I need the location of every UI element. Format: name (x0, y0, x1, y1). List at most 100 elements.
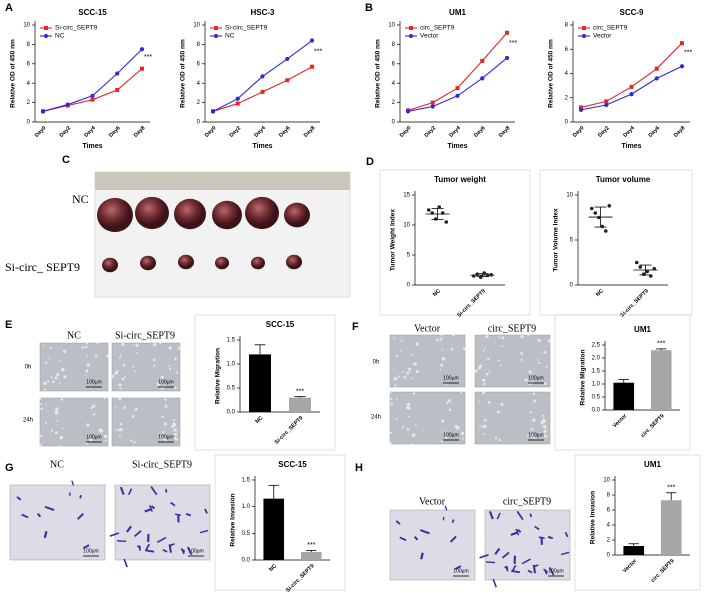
cell (532, 392, 536, 395)
y-tick-label: 4 (197, 81, 201, 87)
point (607, 204, 612, 208)
legend-label: circ_SEPT9 (420, 25, 455, 32)
cell (451, 375, 454, 378)
cell (77, 513, 84, 520)
x-tick-label: circ_SEPT9 (650, 558, 676, 584)
cell (530, 427, 533, 431)
legend-marker (409, 26, 413, 30)
cell (408, 415, 410, 418)
cell (527, 334, 530, 337)
y-tick-label: 10 (566, 193, 573, 199)
cell (394, 384, 397, 387)
y-tick-label: 0 (570, 283, 574, 289)
y-tick-label: 2 (607, 538, 611, 544)
cell (439, 368, 442, 371)
cell (479, 425, 482, 428)
cell (479, 553, 489, 559)
cell (411, 377, 414, 380)
y-tick-label: 0 (392, 120, 396, 126)
legend-marker (582, 26, 586, 30)
chart-title: UM1 (644, 460, 661, 469)
point (645, 269, 650, 274)
cell (164, 439, 167, 442)
cell (481, 378, 485, 382)
point (433, 217, 438, 221)
x-tick-label: Day0 (572, 125, 586, 139)
point (40, 109, 46, 114)
cell (120, 354, 122, 356)
cell (510, 531, 518, 536)
point (652, 267, 657, 271)
image-label: circ_SEPT9 (488, 323, 536, 334)
cell (199, 529, 209, 534)
point (210, 109, 216, 114)
x-tick-label: Day2 (229, 125, 243, 139)
cell (395, 355, 398, 358)
panel-letter: B (365, 2, 373, 14)
cell (96, 341, 99, 345)
legend-label: Vector (420, 33, 439, 40)
cell (516, 510, 524, 521)
cell (537, 338, 541, 343)
tumor (102, 257, 118, 273)
cell (94, 354, 98, 358)
cell (399, 536, 407, 542)
micrograph (389, 391, 466, 445)
cell (43, 388, 47, 391)
x-tick-label: NC (432, 288, 442, 298)
x-tick-label: Day0 (204, 125, 218, 139)
cell (92, 404, 96, 408)
micrograph (114, 484, 211, 561)
cell (55, 411, 59, 415)
chart-title: HSC-3 (250, 8, 275, 17)
point (603, 229, 608, 233)
cell (444, 383, 447, 386)
time-label: 0h (373, 360, 380, 366)
point (634, 260, 639, 265)
scale-label: 100μm (443, 432, 458, 438)
annotation: *** (144, 54, 152, 61)
legend-marker (582, 34, 586, 38)
cell (162, 549, 168, 553)
image-label: NC (67, 330, 81, 341)
cell (543, 429, 547, 434)
cell (532, 418, 536, 422)
y-axis-label: Relative OD of 450 nm (10, 39, 17, 108)
y-tick-label: 8 (197, 42, 201, 48)
cell (93, 413, 96, 416)
y-axis-label: Relative OD of 450 nm (548, 39, 555, 108)
cell (401, 371, 404, 374)
cell (86, 355, 89, 358)
legend-label: NC (55, 33, 65, 40)
micrograph (39, 397, 109, 447)
cell (204, 508, 208, 514)
cell (159, 436, 162, 440)
scale-label: 100μm (453, 568, 468, 574)
cell (114, 371, 118, 375)
point (471, 274, 476, 278)
cell (44, 361, 48, 364)
cell (109, 532, 120, 537)
line (42, 68, 143, 112)
cell (527, 569, 533, 574)
cell (54, 431, 58, 435)
y-tick-label: 4 (27, 81, 31, 87)
cell (533, 399, 537, 403)
scale-label: 100μm (158, 434, 173, 440)
cell (89, 438, 93, 442)
point (504, 55, 510, 61)
x-tick-label: NC (255, 415, 265, 425)
y-tick-label: 6 (565, 47, 569, 53)
time-label: 24h (23, 418, 33, 424)
cell (39, 403, 43, 406)
y-tick-label: 5 (407, 253, 411, 259)
bar (263, 498, 285, 560)
point (485, 273, 490, 278)
scale-label: 100μm (86, 434, 101, 440)
y-tick-label: 2 (565, 95, 569, 101)
cell (460, 390, 463, 394)
cell (45, 421, 48, 424)
cell (441, 357, 446, 361)
point (680, 41, 684, 46)
y-axis-label: Relative OD of 450 nm (180, 39, 187, 108)
